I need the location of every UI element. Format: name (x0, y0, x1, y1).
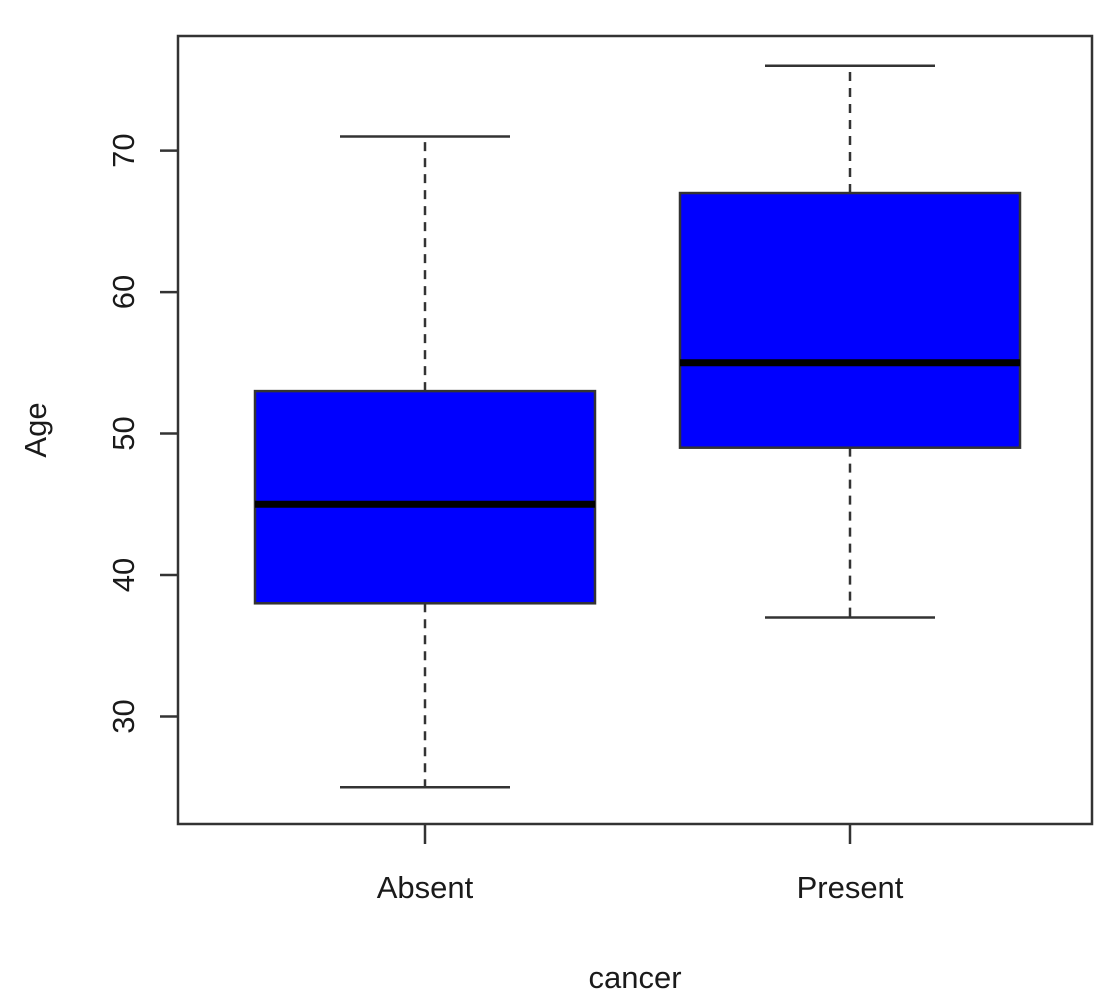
y-tick-label-50: 50 (106, 416, 141, 450)
x-axis: Absent Present (377, 824, 904, 905)
box-present (678, 64, 1022, 619)
x-tick-label-absent: Absent (377, 870, 474, 905)
y-axis: 30 40 50 60 70 (106, 133, 178, 734)
y-axis-title: Age (18, 402, 53, 457)
iqr-box-absent (253, 389, 597, 605)
x-tick-label-present: Present (797, 870, 904, 905)
y-tick-label-60: 60 (106, 275, 141, 309)
iqr-box-present (678, 191, 1022, 449)
box-absent (253, 135, 597, 789)
y-tick-label-40: 40 (106, 558, 141, 592)
boxes (253, 64, 1022, 789)
plot-frame (176, 34, 1094, 826)
y-tick-label-70: 70 (106, 133, 141, 167)
x-axis-title: cancer (588, 960, 681, 995)
y-tick-label-30: 30 (106, 699, 141, 733)
